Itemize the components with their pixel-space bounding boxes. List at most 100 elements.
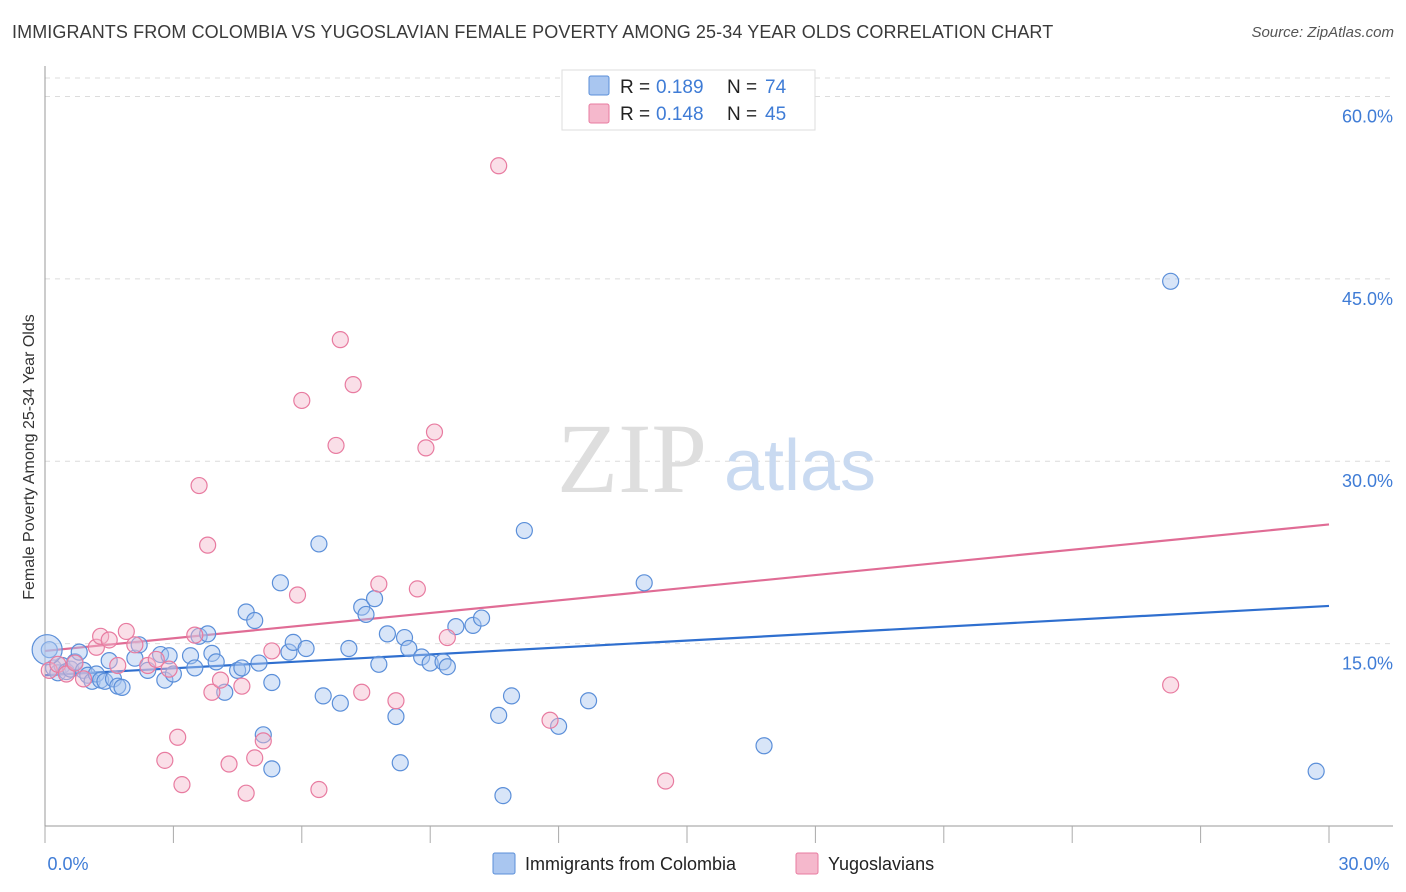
colombia-point-55 <box>421 654 439 672</box>
legend-n-label-yugoslavians: N = <box>727 104 757 125</box>
yugoslavians-point-19 <box>199 536 217 554</box>
yugoslavians-point-16 <box>173 776 191 794</box>
legend-r-label-yugoslavians: R = <box>620 104 650 125</box>
legend-r-value-yugoslavians: 0.148 <box>656 104 704 125</box>
colombia-point-22 <box>156 671 174 689</box>
top-legend: R = 0.189 N = 74 R = 0.148 N = 45 <box>561 69 816 131</box>
axes <box>44 66 1393 843</box>
bottom-legend-label-yugoslavians: Yugoslavians <box>828 854 934 874</box>
yugoslavians-point-42 <box>541 711 559 729</box>
yugoslavians-point-4 <box>74 670 93 688</box>
yugoslavians-point-31 <box>327 436 345 455</box>
yugoslavians-point-25 <box>246 749 264 767</box>
bottom-legend: Immigrants from Colombia Yugoslavians <box>492 852 934 875</box>
bottom-legend-swatch-yugoslavians <box>795 852 819 875</box>
y-axis-label: Female Poverty Among 25-34 Year Olds <box>21 314 38 600</box>
trend-line-colombia <box>44 604 1330 677</box>
yugoslavians-point-36 <box>387 692 405 710</box>
colombia-point-50 <box>378 625 396 643</box>
colombia-point-14 <box>100 652 118 670</box>
colombia-point-54 <box>413 648 431 666</box>
yugoslavians-point-28 <box>288 586 307 604</box>
yugoslavians-point-10 <box>126 636 144 654</box>
legend-swatch-yugoslavians <box>588 103 610 124</box>
y-tick-label-15: 15.0% <box>1342 654 1393 674</box>
yugoslavians-point-35 <box>370 575 388 593</box>
colombia-point-43 <box>314 687 332 705</box>
source-credit: Source: ZipAtlas.com <box>1251 24 1394 41</box>
colombia-point-62 <box>502 687 521 705</box>
colombia-point-35 <box>250 654 268 672</box>
yugoslavians-point-26 <box>254 732 272 750</box>
x-tick-label-right: 30.0% <box>1338 854 1389 874</box>
colombia-point-44 <box>331 694 349 712</box>
colombia-point-68 <box>1162 272 1180 290</box>
yugoslavians-point-5 <box>87 638 105 656</box>
colombia-point-51 <box>387 707 405 726</box>
colombia-point-66 <box>635 574 653 592</box>
colombia-point-17 <box>113 678 131 696</box>
yugoslavians-point-30 <box>310 780 328 799</box>
legend-n-label-colombia: N = <box>727 77 757 98</box>
colombia-point-69 <box>1307 762 1325 780</box>
yugoslavians-point-29 <box>293 391 311 410</box>
colombia-point-41 <box>297 639 315 658</box>
bottom-legend-swatch-colombia <box>492 852 516 875</box>
yugoslavians-point-12 <box>147 650 165 669</box>
legend-r-label-colombia: R = <box>620 77 650 98</box>
colombia-point-71 <box>263 760 281 778</box>
x-tick-label-left: 0.0% <box>47 854 88 874</box>
yugoslavians-point-17 <box>186 626 204 644</box>
colombia-point-29 <box>203 644 221 662</box>
gridlines <box>45 77 1393 645</box>
yugoslavians-point-13 <box>156 751 174 769</box>
trend-line-yugoslavians <box>44 523 1330 653</box>
yugoslavians-point-1 <box>49 655 67 673</box>
colombia-point-23 <box>160 647 178 665</box>
bottom-legend-label-colombia: Immigrants from Colombia <box>525 854 737 874</box>
yugoslavians-point-0 <box>40 661 58 679</box>
colombia-point-49 <box>370 655 388 673</box>
colombia-point-73 <box>494 787 512 805</box>
colombia-point-67 <box>755 737 773 755</box>
colombia-point-45 <box>340 639 358 658</box>
yugoslavians-point-11 <box>139 656 157 675</box>
colombia-point-57 <box>438 658 456 676</box>
series-yugoslavians-points <box>40 157 1180 802</box>
colombia-point-19 <box>130 636 148 654</box>
yugoslavians-point-21 <box>211 671 230 689</box>
colombia-point-60 <box>472 609 491 627</box>
colombia-point-61 <box>490 706 508 724</box>
yugoslavians-point-18 <box>190 476 208 495</box>
colombia-point-42 <box>310 535 328 553</box>
yugoslavians-point-22 <box>220 755 238 773</box>
colombia-point-39 <box>280 643 298 661</box>
yugoslavians-point-8 <box>109 656 127 675</box>
yugoslavians-point-41 <box>490 157 508 175</box>
y-tick-labels: 15.0% 30.0% 45.0% 60.0% <box>1342 106 1393 673</box>
y-tick-label-60: 60.0% <box>1342 106 1393 126</box>
yugoslavians-point-27 <box>263 642 281 660</box>
colombia-point-36 <box>254 726 272 744</box>
yugoslavians-point-3 <box>66 654 84 672</box>
yugoslavians-point-14 <box>160 660 178 678</box>
colombia-point-53 <box>400 639 418 658</box>
yugoslavians-point-33 <box>344 376 362 394</box>
legend-n-value-yugoslavians: 45 <box>765 104 786 125</box>
y-tick-label-45: 45.0% <box>1342 289 1393 309</box>
colombia-point-18 <box>126 649 144 667</box>
yugoslavians-point-9 <box>117 622 135 641</box>
colombia-point-28 <box>199 625 217 643</box>
colombia-point-70 <box>233 659 251 677</box>
colombia-point-38 <box>271 574 289 592</box>
chart-title: IMMIGRANTS FROM COLOMBIA VS YUGOSLAVIAN … <box>12 22 1054 42</box>
yugoslavians-point-40 <box>438 628 456 647</box>
legend-r-value-colombia: 0.189 <box>656 77 704 98</box>
colombia-point-7 <box>70 643 88 661</box>
colombia-point-37 <box>263 673 281 692</box>
colombia-point-26 <box>186 659 204 677</box>
colombia-point-48 <box>365 590 384 608</box>
colombia-point-47 <box>357 605 375 624</box>
watermark-atlas: atlas <box>724 426 876 506</box>
